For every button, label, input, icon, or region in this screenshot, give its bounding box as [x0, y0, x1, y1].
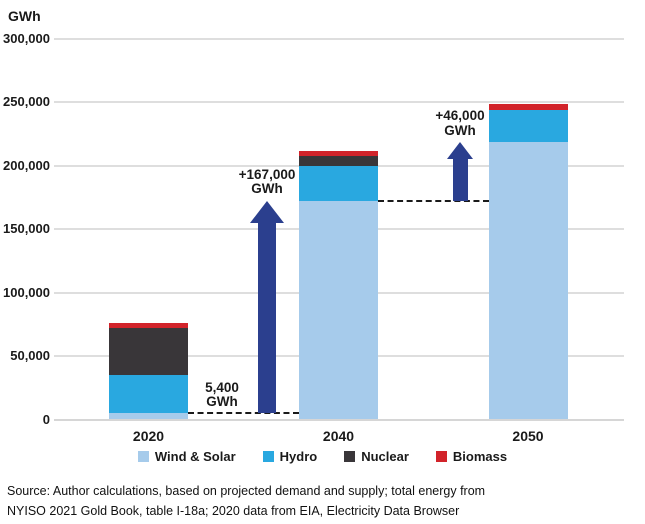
legend-item-nuclear: Nuclear [344, 449, 409, 464]
x-axis-label-2020: 2020 [132, 428, 165, 444]
arrow-head-icon [250, 200, 284, 223]
bar-segment-2020-wind-solar [109, 412, 188, 420]
legend-swatch-icon [137, 451, 149, 462]
dashed-leader-baseline [188, 411, 299, 414]
annotation-line: GWh [444, 123, 476, 139]
dashed-leader-2040-level [378, 199, 489, 202]
annotation-growth-2040: +167,000 GWh [238, 166, 296, 197]
annotation-line: 5,400 [205, 379, 239, 395]
legend-label: Hydro [279, 449, 318, 464]
bar-segment-2040-wind-solar [299, 200, 378, 420]
growth-arrow-2040-2050 [447, 142, 474, 201]
x-axis-label-2040: 2040 [322, 428, 355, 444]
y-axis-tick-label: 250,000 [3, 94, 50, 110]
y-axis-tick-label: 300,000 [3, 31, 50, 46]
legend-swatch-icon [435, 451, 447, 462]
y-axis-tick-label: 0 [42, 411, 50, 427]
legend-label: Biomass [452, 449, 508, 464]
legend-swatch-icon [262, 451, 274, 462]
annotation-line: GWh [206, 394, 238, 410]
legend-item-wind-solar: Wind & Solar [137, 449, 236, 464]
y-axis-unit-label: GWh [8, 8, 41, 24]
arrow-shaft [452, 159, 468, 201]
gridline [54, 38, 624, 40]
bar-segment-2020-hydro [109, 375, 188, 413]
source-note: Source: Author calculations, based on pr… [7, 481, 485, 521]
bar-segment-2020-biomass [109, 323, 188, 329]
bar-segment-2040-nuclear [299, 155, 378, 166]
x-axis-label-2050: 2050 [512, 428, 544, 444]
legend-item-hydro: Hydro [262, 449, 318, 464]
arrow-shaft [258, 222, 276, 413]
growth-arrow-2020-2040 [250, 200, 284, 413]
legend-label: Wind & Solar [154, 449, 236, 464]
bar-segment-2040-hydro [299, 165, 378, 201]
legend-label: Nuclear [361, 449, 409, 464]
annotation-line: +167,000 [238, 166, 296, 182]
annotation-line: GWh [251, 181, 283, 197]
legend-swatch-icon [344, 451, 356, 462]
y-axis-tick-label: 200,000 [3, 157, 50, 173]
annotation-line: +46,000 [435, 108, 485, 124]
bar-segment-2050-hydro [488, 109, 568, 143]
arrow-head-icon [447, 142, 473, 160]
y-axis-tick-label: 50,000 [10, 348, 50, 364]
gridline [54, 418, 624, 421]
annotation-growth-2050: +46,000 GWh [435, 109, 484, 138]
y-axis-tick-label: 150,000 [3, 221, 50, 237]
legend-item-biomass: Biomass [435, 449, 508, 464]
bar-segment-2050-wind-solar [488, 142, 568, 420]
source-line-2: NYISO 2021 Gold Book, table I-18a; 2020 … [7, 504, 460, 518]
gridline [54, 101, 624, 104]
y-axis-tick-label: 100,000 [3, 284, 50, 300]
annotation-baseline-5400: 5,400 GWh [205, 379, 239, 410]
bar-segment-2020-nuclear [109, 328, 188, 376]
source-line-1: Source: Author calculations, based on pr… [7, 484, 486, 498]
bar-segment-2040-biomass [299, 150, 378, 156]
bar-segment-2050-biomass [488, 104, 568, 110]
legend: Wind & Solar Hydro Nuclear Biomass [0, 449, 645, 464]
